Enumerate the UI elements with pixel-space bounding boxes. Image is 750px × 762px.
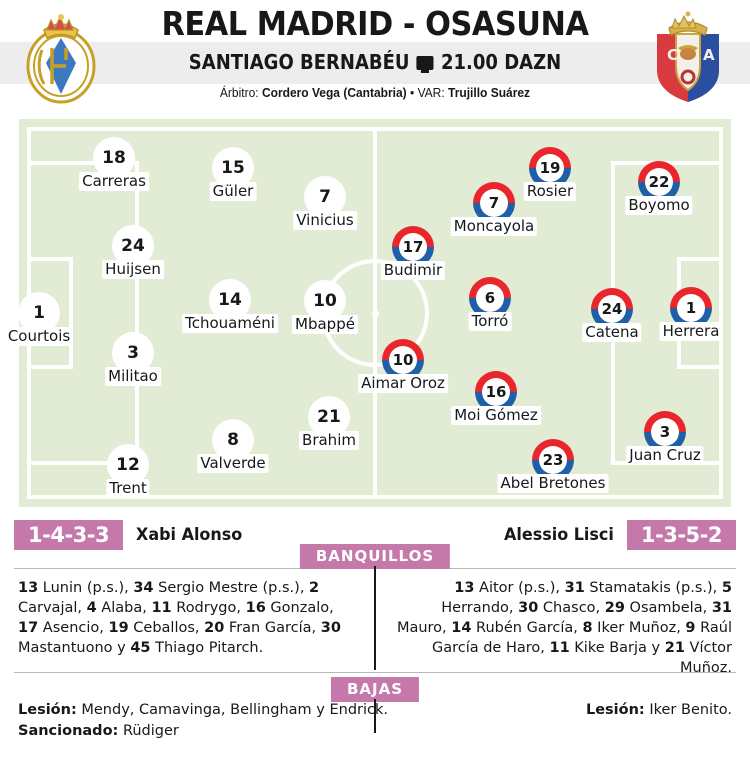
subs-divider — [374, 566, 376, 670]
match-header: C A REAL MADRID - OSASUNA SANTIAGO BERNA… — [0, 0, 750, 112]
player-name: Brahim — [299, 431, 359, 450]
real-madrid-crest — [26, 14, 96, 104]
player-name: Herrera — [659, 322, 723, 341]
player-name: Militao — [105, 367, 161, 386]
baja-label: Lesión: — [585, 702, 645, 718]
baja-line: Lesión: Iker Benito. — [586, 700, 732, 721]
player-number: 23 — [539, 446, 567, 474]
player-name: Catena — [582, 323, 642, 342]
baja-value: Iker Benito. — [649, 702, 732, 718]
goal-area-left — [27, 257, 73, 369]
rule-above-bajas — [14, 672, 736, 673]
player-number: 22 — [645, 168, 673, 196]
player-name: Mbappé — [292, 315, 358, 334]
baja-line: Sancionado: Rüdiger — [18, 721, 388, 742]
home-subs-list: 13 Lunin (p.s.), 34 Sergio Mestre (p.s.)… — [18, 580, 341, 656]
home-formation-badge: 1-4-3-3 — [14, 520, 124, 550]
player-number: 24 — [598, 295, 626, 323]
player-name: Abel Bretones — [497, 474, 609, 493]
player-name: Budimir — [380, 261, 446, 280]
player-name: Boyomo — [625, 196, 693, 215]
player-number: 7 — [480, 189, 508, 217]
player-number-badge: 16 — [475, 371, 517, 413]
home-bajas: Lesión: Mendy, Camavinga, Bellingham y E… — [18, 700, 388, 742]
referee-name: Cordero Vega (Cantabria) — [261, 86, 407, 100]
player-number: 3 — [651, 418, 679, 446]
pitch: 1 Courtois 18 Carreras 24 Huijsen 3 Militao 12 Tr… — [4, 114, 736, 512]
player-number: 19 — [536, 154, 564, 182]
home-coach: Xabi Alonso — [136, 525, 243, 545]
baja-label: Lesión: — [18, 702, 77, 718]
player-name: Trent — [106, 479, 150, 498]
venue-label: SANTIAGO BERNABÉU — [188, 50, 410, 74]
section-label-banquillos: BANQUILLOS — [299, 544, 451, 569]
baja-label: Sancionado: — [18, 723, 119, 739]
player-number: 10 — [389, 346, 417, 374]
tv-icon — [416, 56, 434, 73]
bajas-divider — [374, 699, 376, 733]
player-name: Rosier — [523, 182, 577, 201]
player-name: Aimar Oroz — [358, 374, 448, 393]
baja-value: Rüdiger — [122, 723, 179, 739]
formation-row: 1-4-3-3 Xabi Alonso Alessio Lisci 1-3-5-… — [0, 520, 750, 554]
referee-line: Árbitro: Cordero Vega (Cantabria) • VAR:… — [121, 84, 630, 102]
player-name: Carreras — [79, 172, 149, 191]
player-name: Güler — [209, 182, 257, 201]
osasuna-crest: C A — [657, 11, 719, 102]
svg-text:A: A — [703, 46, 715, 64]
player-name: Moncayola — [450, 217, 538, 236]
player-number: 1 — [677, 294, 705, 322]
player-name: Vinicius — [293, 211, 357, 230]
page-title: REAL MADRID - OSASUNA — [161, 4, 589, 43]
player-number: 17 — [399, 233, 427, 261]
player-name: Moi Gómez — [451, 406, 541, 425]
center-spot — [371, 309, 379, 317]
player-name: Courtois — [4, 327, 74, 346]
section-label-bajas: BAJAS — [330, 677, 420, 702]
svg-text:C: C — [667, 46, 678, 64]
player-name: Valverde — [197, 454, 269, 473]
separator-dot: • — [410, 86, 415, 100]
player-name: Torró — [468, 312, 512, 331]
player-number: 16 — [482, 378, 510, 406]
var-label: VAR: — [417, 86, 445, 100]
away-coach: Alessio Lisci — [504, 525, 614, 545]
away-bajas: Lesión: Iker Benito. — [586, 700, 732, 721]
penalty-area-left — [27, 161, 139, 465]
away-formation-badge: 1-3-5-2 — [626, 520, 736, 550]
player-name: Tchouaméni — [182, 314, 278, 333]
baja-value: Mendy, Camavinga, Bellingham y Endrick. — [81, 702, 388, 718]
player-name: Juan Cruz — [626, 446, 704, 465]
var-name: Trujillo Suárez — [448, 86, 531, 100]
match-subtitle: SANTIAGO BERNABÉU 21.00 DAZN — [146, 46, 605, 78]
away-subs-list: 13 Aitor (p.s.), 31 Stamatakis (p.s.), 5… — [396, 580, 732, 676]
header-band — [0, 42, 750, 84]
baja-line: Lesión: Mendy, Camavinga, Bellingham y E… — [18, 700, 388, 721]
player-number: 6 — [476, 284, 504, 312]
kickoff-channel: 21.00 DAZN — [441, 50, 562, 74]
referee-label: Árbitro: — [219, 86, 259, 100]
player-name: Huijsen — [102, 260, 164, 279]
